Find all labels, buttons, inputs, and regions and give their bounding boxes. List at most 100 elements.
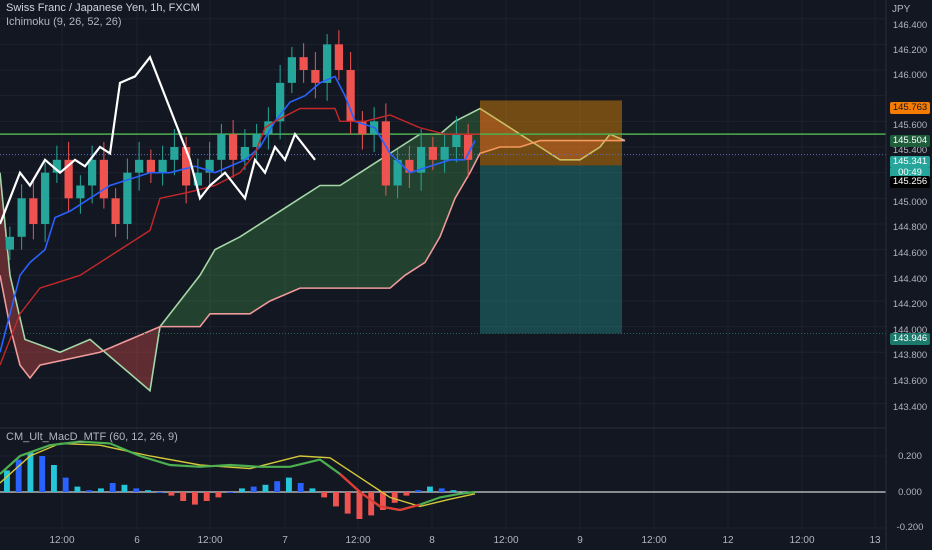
candle-body: [381, 121, 390, 186]
time-tick: 12:00: [789, 535, 815, 546]
candle-body: [229, 134, 238, 160]
macd-histogram-bar: [297, 483, 304, 492]
candle-body: [5, 236, 14, 250]
macd-histogram-bar: [203, 492, 210, 501]
chikou-span: [0, 54, 316, 225]
macd-histogram-bar: [427, 486, 433, 492]
candle-body: [240, 147, 249, 160]
macd-histogram-bar: [27, 452, 34, 492]
macd-histogram-bar: [192, 492, 198, 505]
position-zones: [0, 100, 886, 335]
macd-legend[interactable]: CM_Ult_MacD_MTF (60, 12, 26, 9): [6, 431, 178, 443]
price-tick: 143.400: [892, 402, 928, 413]
candle-body: [99, 159, 108, 199]
kijun-sen: [0, 75, 476, 353]
candle-body: [299, 57, 308, 71]
macd-histogram-bar: [309, 488, 316, 492]
macd-histogram-bar: [239, 488, 245, 492]
macd-tick: -0.200: [896, 522, 924, 533]
time-tick: 6: [134, 535, 140, 546]
ichimoku-legend[interactable]: Ichimoku (9, 26, 52, 26): [6, 16, 122, 28]
time-tick: 12:00: [197, 535, 223, 546]
symbol-title[interactable]: Swiss Franc / Japanese Yen, 1h, FXCM: [6, 2, 200, 14]
stop-price-badge: 143.946: [890, 333, 930, 345]
bearish-cloud: [0, 172, 160, 391]
candle-body: [323, 44, 332, 83]
macd-histogram-bar: [15, 459, 22, 492]
candle-body: [193, 172, 202, 186]
price-tick: 146.400: [892, 20, 928, 31]
macd-histogram-bar: [121, 484, 128, 492]
candle-body: [464, 134, 473, 160]
macd-histogram-bar: [156, 492, 163, 493]
candle-body: [217, 134, 226, 160]
stop-zone: [480, 165, 622, 334]
price-tick: 145.400: [892, 145, 928, 156]
candle-body: [287, 57, 296, 83]
time-tick: 8: [429, 535, 435, 546]
macd-histogram-bar: [321, 492, 328, 498]
macd-histogram-bar: [344, 492, 351, 514]
price-tick: 144.000: [892, 325, 928, 336]
macd-line-bearish: [339, 473, 421, 512]
macd-histogram-bar: [227, 492, 234, 493]
candle-body: [29, 198, 38, 224]
macd-histogram-bar: [98, 488, 104, 492]
time-tick: 13: [869, 535, 881, 546]
macd-histogram-bar: [274, 481, 281, 492]
time-tick: 12:00: [641, 535, 667, 546]
candle-body: [417, 147, 426, 173]
currency-label: JPY: [892, 4, 911, 15]
macd-line: [0, 440, 476, 512]
candle-body: [135, 159, 144, 173]
senkou-span-b: [0, 139, 625, 380]
entry-price-badge: 145.256: [890, 176, 930, 188]
macd-histogram-bar: [74, 486, 81, 492]
tenkan-sen: [0, 107, 480, 366]
candle-body: [264, 121, 273, 135]
candle-body: [88, 159, 97, 186]
candle-body: [405, 159, 414, 173]
price-tick: 146.200: [892, 45, 928, 56]
candle-body: [205, 159, 214, 173]
senkou-span-a: [0, 107, 626, 393]
candle-body: [346, 70, 355, 122]
price-tick: 144.400: [892, 274, 928, 285]
candle-body: [276, 82, 285, 122]
time-tick: 12:00: [49, 535, 75, 546]
macd-panel: [0, 440, 886, 519]
macd-histogram-bar: [333, 492, 339, 507]
macd-histogram-bar: [415, 490, 422, 492]
target-price-badge: 145.763: [890, 102, 930, 114]
last-price-badge: 145.341: [890, 156, 930, 168]
candle-body: [111, 198, 120, 224]
candle-body: [52, 159, 61, 173]
macd-histogram-bar: [438, 488, 445, 492]
macd-histogram-bar: [250, 486, 257, 492]
candle-body: [76, 185, 85, 199]
price-tick: 145.600: [892, 120, 928, 131]
macd-histogram-bar: [145, 490, 151, 492]
candle-body: [170, 147, 179, 160]
macd-histogram-bar: [133, 488, 140, 492]
macd-histogram-bar: [403, 492, 410, 496]
candle-body: [452, 134, 461, 147]
macd-histogram-bar: [180, 492, 187, 501]
chart-grid: [0, 0, 886, 530]
candlesticks: [5, 30, 473, 260]
macd-histogram-bar: [356, 492, 363, 519]
time-tick: 7: [282, 535, 288, 546]
macd-histogram-bar: [391, 492, 398, 503]
candle-body: [41, 172, 50, 224]
macd-histogram-bar: [368, 492, 375, 516]
candle-body: [64, 159, 73, 199]
macd-tick: 0.000: [898, 487, 922, 498]
price-tick: 143.800: [892, 350, 928, 361]
macd-histogram-bar: [109, 483, 116, 492]
macd-histogram-bar: [39, 456, 46, 492]
candle-body: [123, 172, 132, 224]
macd-histogram-bar: [62, 477, 69, 492]
macd-histogram-bar: [215, 492, 222, 498]
price-tick: 145.000: [892, 197, 928, 208]
